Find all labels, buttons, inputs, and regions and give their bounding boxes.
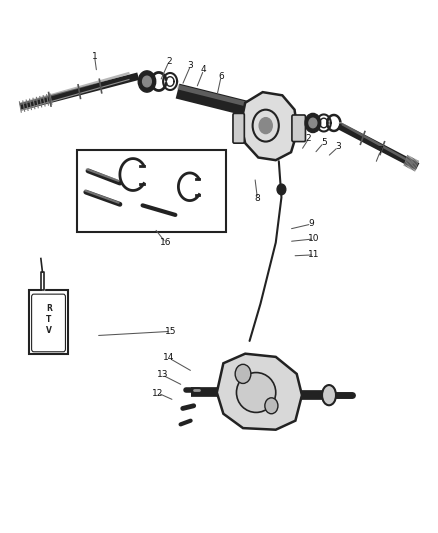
Bar	[29, 290, 68, 354]
Text: 15: 15	[165, 327, 177, 336]
Circle shape	[305, 114, 321, 133]
Text: 2: 2	[166, 58, 172, 66]
Text: 14: 14	[163, 353, 174, 362]
Text: 9: 9	[309, 220, 314, 229]
Text: 2: 2	[306, 134, 311, 143]
Text: 10: 10	[308, 235, 320, 244]
Circle shape	[138, 71, 155, 92]
Text: 6: 6	[218, 71, 224, 80]
FancyBboxPatch shape	[32, 294, 65, 352]
Text: 5: 5	[321, 138, 327, 147]
Polygon shape	[217, 354, 302, 430]
Circle shape	[309, 118, 317, 128]
Circle shape	[277, 184, 286, 195]
FancyBboxPatch shape	[233, 114, 244, 143]
Text: 8: 8	[254, 194, 260, 203]
Text: 12: 12	[152, 389, 163, 398]
Ellipse shape	[322, 385, 336, 405]
Circle shape	[235, 365, 251, 383]
Ellipse shape	[237, 373, 276, 413]
Text: 3: 3	[188, 61, 194, 70]
Polygon shape	[241, 92, 297, 160]
Text: 3: 3	[336, 142, 341, 151]
Circle shape	[143, 76, 151, 87]
Text: 11: 11	[308, 251, 320, 260]
Text: 4: 4	[201, 66, 207, 74]
Bar	[77, 150, 226, 232]
Polygon shape	[41, 272, 44, 290]
Text: 7: 7	[378, 146, 383, 155]
Circle shape	[265, 398, 278, 414]
Text: 16: 16	[160, 238, 172, 247]
Text: R
T
V: R T V	[46, 303, 52, 335]
FancyBboxPatch shape	[292, 115, 305, 142]
Text: 13: 13	[156, 370, 168, 379]
Circle shape	[259, 118, 272, 134]
Text: 1: 1	[92, 52, 97, 61]
